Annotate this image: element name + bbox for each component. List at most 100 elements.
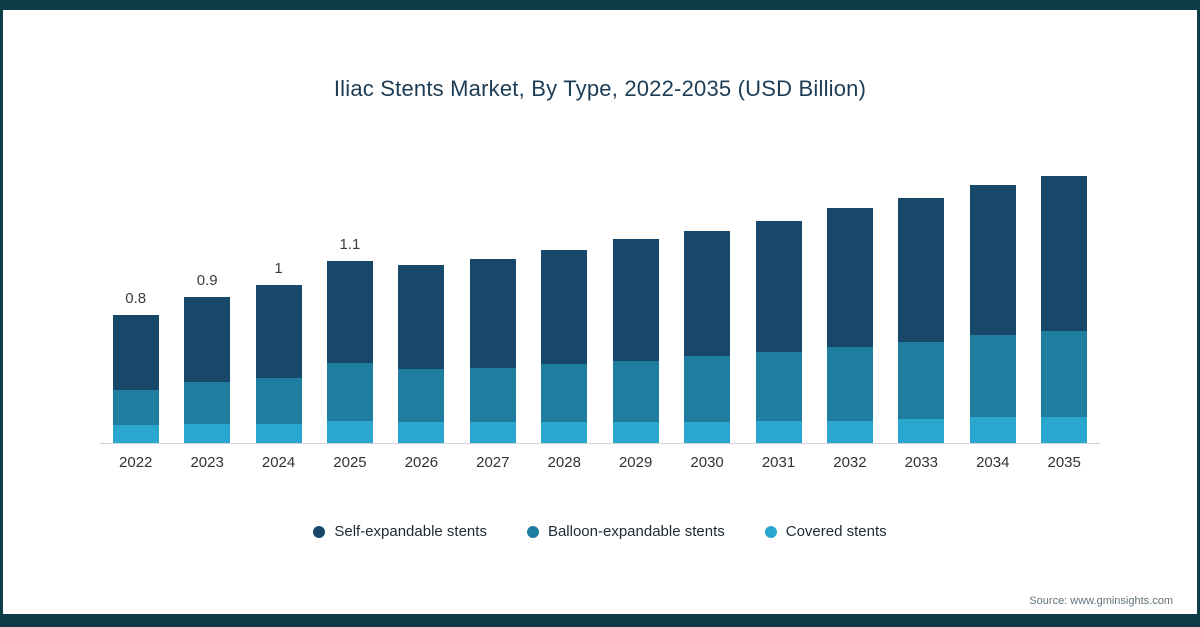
- bar-stack: [1041, 176, 1088, 443]
- bar-segment-self-expandable-stents: [612, 239, 659, 361]
- x-axis-label: 2030: [690, 454, 724, 471]
- bar-segment-covered-stents: [184, 424, 231, 443]
- bar-stack: [826, 208, 873, 443]
- bar-column-2030: [671, 231, 742, 443]
- bar-segment-covered-stents: [112, 425, 159, 443]
- legend-marker-icon: [764, 525, 777, 538]
- bar-column-2035: [1028, 176, 1099, 443]
- bar-segment-balloon-expandable-stents: [898, 342, 945, 419]
- bar-segment-covered-stents: [755, 421, 802, 443]
- x-axis-label: 2033: [904, 454, 939, 471]
- bar-segment-self-expandable-stents: [826, 208, 873, 347]
- plot-area: 0.8 0.9 1 1.1: [100, 148, 1100, 444]
- bar-segment-covered-stents: [684, 422, 731, 443]
- bottom-border-bar: [3, 614, 1197, 627]
- x-axis-label: 2025: [333, 454, 367, 471]
- x-axis-label: 2032: [833, 454, 867, 471]
- legend-marker-icon: [526, 525, 539, 538]
- bar-column-2031: [743, 221, 814, 443]
- bar-segment-self-expandable-stents: [969, 185, 1016, 335]
- bar-column-2028: [529, 250, 600, 443]
- x-axis-label: 2028: [547, 454, 581, 471]
- bar-segment-self-expandable-stents: [255, 285, 302, 378]
- bar-segment-self-expandable-stents: [755, 221, 802, 352]
- bar-segment-self-expandable-stents: [398, 265, 445, 369]
- bar-stack: [755, 221, 802, 443]
- legend-marker-icon: [313, 525, 326, 538]
- bar-column-2025: 1.1: [314, 236, 385, 443]
- bar-segment-balloon-expandable-stents: [755, 352, 802, 421]
- bar-segment-balloon-expandable-stents: [969, 335, 1016, 417]
- bar-column-2024: 1: [243, 260, 314, 443]
- bar-column-2022: 0.8: [100, 290, 171, 443]
- top-border-bar: [3, 0, 1197, 10]
- bar-stack: [898, 198, 945, 443]
- bar-segment-balloon-expandable-stents: [326, 363, 373, 421]
- legend-item-balloon-expandable-stents: Balloon-expandable stents: [526, 523, 725, 540]
- bar-value-label: 0.9: [196, 272, 218, 289]
- bar-stack: [112, 315, 159, 443]
- bar-segment-balloon-expandable-stents: [398, 369, 445, 422]
- bar-stack: [255, 285, 302, 443]
- bar-segment-self-expandable-stents: [469, 259, 516, 368]
- bar-segment-covered-stents: [255, 424, 302, 443]
- bar-segment-balloon-expandable-stents: [1041, 331, 1088, 417]
- bar-column-2023: 0.9: [171, 272, 242, 443]
- bar-stack: [684, 231, 731, 443]
- x-axis-label: 2029: [618, 454, 653, 471]
- bar-column-2032: [814, 208, 885, 443]
- bar-segment-covered-stents: [826, 421, 873, 443]
- bar-segment-covered-stents: [398, 422, 445, 443]
- bar-column-2029: [600, 239, 671, 443]
- bar-segment-balloon-expandable-stents: [684, 356, 731, 422]
- x-axis-label: 2034: [976, 454, 1010, 471]
- bar-segment-covered-stents: [898, 419, 945, 443]
- bar-stack: [541, 250, 588, 443]
- x-axis-label: 2026: [404, 454, 439, 471]
- bar-segment-self-expandable-stents: [1041, 176, 1088, 331]
- bar-segment-covered-stents: [541, 422, 588, 443]
- bar-segment-covered-stents: [1041, 417, 1088, 443]
- bar-segment-covered-stents: [469, 422, 516, 443]
- bar-stack: [612, 239, 659, 443]
- x-axis-label: 2022: [119, 454, 153, 471]
- bar-segment-self-expandable-stents: [684, 231, 731, 356]
- bar-segment-balloon-expandable-stents: [184, 382, 231, 424]
- bar-segment-balloon-expandable-stents: [469, 368, 516, 422]
- bar-column-2026: [386, 265, 457, 443]
- x-axis-label: 2035: [1047, 454, 1081, 471]
- bar-value-label: 1: [274, 260, 283, 277]
- x-axis-label: 2027: [476, 454, 510, 471]
- bar-stack: [326, 261, 373, 443]
- bar-stack: [969, 185, 1016, 443]
- bar-stack: [398, 265, 445, 443]
- legend-label: Covered stents: [785, 523, 887, 540]
- bar-stack: [184, 297, 231, 443]
- legend: Self-expandable stents Balloon-expandable…: [100, 523, 1100, 540]
- legend-item-covered-stents: Covered stents: [764, 523, 887, 540]
- bar-segment-balloon-expandable-stents: [255, 378, 302, 424]
- bar-value-label: 0.8: [125, 290, 147, 307]
- legend-label: Self-expandable stents: [334, 523, 487, 540]
- bar-segment-self-expandable-stents: [898, 198, 945, 342]
- bar-segment-balloon-expandable-stents: [541, 364, 588, 422]
- bar-segment-balloon-expandable-stents: [112, 390, 159, 425]
- bar-column-2027: [457, 259, 528, 443]
- bar-segment-self-expandable-stents: [326, 261, 373, 363]
- bar-segment-covered-stents: [612, 422, 659, 443]
- x-axis-label: 2023: [190, 454, 224, 471]
- bar-value-label: 1.1: [339, 236, 361, 253]
- bar-segment-self-expandable-stents: [112, 315, 159, 390]
- bar-segment-balloon-expandable-stents: [826, 347, 873, 421]
- legend-label: Balloon-expandable stents: [547, 523, 725, 540]
- x-axis-label: 2031: [761, 454, 796, 471]
- x-axis-label: 2024: [261, 454, 296, 471]
- bar-column-2034: [957, 185, 1028, 443]
- bar-segment-covered-stents: [326, 421, 373, 443]
- source-attribution: Source: www.gminsights.com: [1029, 595, 1173, 607]
- bar-chart: 0.8 0.9 1 1.1 2022 2023 2024 2025 2026 2027 2028 2…: [100, 148, 1100, 540]
- x-axis: 2022 2023 2024 2025 2026 2027 2028 2029 2030 2031…: [100, 444, 1100, 471]
- bar-stack: [469, 259, 516, 443]
- bar-segment-balloon-expandable-stents: [612, 361, 659, 422]
